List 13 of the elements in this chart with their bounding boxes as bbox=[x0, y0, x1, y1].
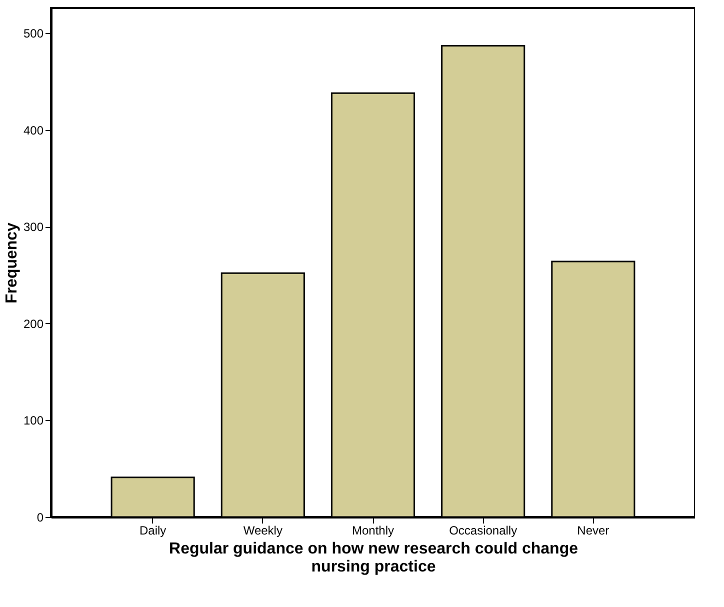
y-tick-label: 300 bbox=[23, 220, 44, 234]
x-tick-label: Occasionally bbox=[449, 524, 518, 538]
y-tick-label: 500 bbox=[23, 26, 44, 41]
y-axis-title: Frequency bbox=[3, 222, 20, 304]
x-tick-label: Never bbox=[577, 524, 610, 538]
y-tick-label: 0 bbox=[36, 510, 44, 524]
x-tick-label: Weekly bbox=[243, 524, 282, 538]
x-axis-title: Regular guidance on how new research could change nursing practice bbox=[169, 540, 578, 576]
y-tick-label: 400 bbox=[23, 123, 44, 138]
x-tick-label: Monthly bbox=[352, 524, 394, 538]
x-tick-label: Daily bbox=[139, 524, 166, 538]
y-tick-label: 200 bbox=[23, 316, 44, 331]
y-tick-label: 100 bbox=[23, 414, 44, 428]
